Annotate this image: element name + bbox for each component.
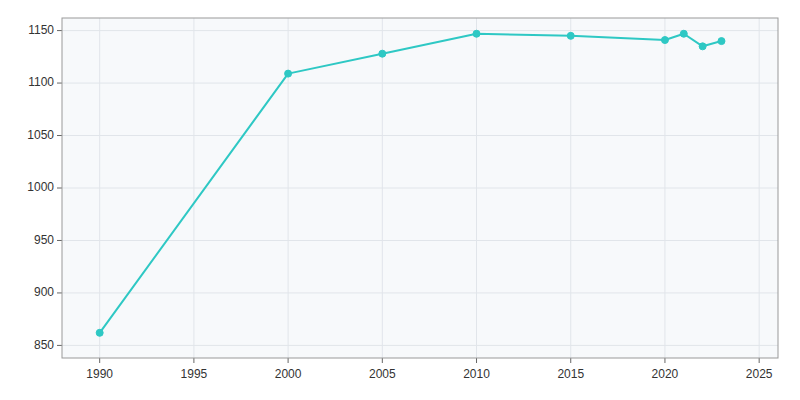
plot-frame: [62, 18, 778, 358]
y-tick-label: 950: [34, 233, 54, 247]
y-tick: [57, 30, 62, 31]
x-tick: [288, 358, 289, 363]
point: [473, 30, 480, 37]
x-tick: [476, 358, 477, 363]
y-tick-label: 1150: [28, 23, 54, 37]
grid: [62, 18, 778, 358]
y-grid-line: [62, 30, 778, 31]
y-tick-label: 1100: [28, 75, 54, 89]
x-tick-label: 2020: [652, 367, 679, 381]
data-group: [96, 30, 725, 336]
x-tick-label: 2000: [275, 367, 302, 381]
x-grid-line: [570, 18, 571, 358]
y-tick-label: 900: [34, 285, 54, 299]
y-tick: [57, 292, 62, 293]
chart-container: 850 900 950 1000 1050 1100 1150 1990 1995 2000 200…: [0, 0, 800, 400]
point: [699, 43, 706, 50]
x-grid-line: [99, 18, 100, 358]
y-tick-label: 1000: [27, 180, 54, 194]
y-tick-label: 1050: [27, 128, 54, 142]
point: [96, 329, 103, 336]
page: {"chart_data": {"type": "line", "x": [19…: [0, 0, 800, 400]
x-tick-label: 2015: [557, 367, 584, 381]
x-tick: [664, 358, 665, 363]
chart-svg: 850 900 950 1000 1050 1100 1150 1990 1995 2000 200…: [0, 0, 800, 400]
x-tick-label: 2025: [746, 367, 773, 381]
y-tick: [57, 188, 62, 189]
x-grid-line: [664, 18, 665, 358]
y-grid-line: [62, 292, 778, 293]
y-grid-line: [62, 135, 778, 136]
x-tick: [570, 358, 571, 363]
x-grid-line: [382, 18, 383, 358]
y-tick: [57, 135, 62, 136]
point: [718, 38, 725, 45]
y-grid-line: [62, 240, 778, 241]
y-grid-line: [62, 345, 778, 346]
point: [661, 37, 668, 44]
x-grid-line: [288, 18, 289, 358]
point: [680, 30, 687, 37]
y-grid-line: [62, 83, 778, 84]
line: [100, 34, 722, 333]
y-tick-label: 850: [34, 338, 54, 352]
x-tick: [193, 358, 194, 363]
x-tick-label: 1990: [86, 367, 113, 381]
y-tick: [57, 240, 62, 241]
x-tick-label: 2010: [463, 367, 490, 381]
point: [567, 32, 574, 39]
axes: 850 900 950 1000 1050 1100 1150 1990 1995 2000 200…: [27, 18, 778, 381]
x-tick: [759, 358, 760, 363]
plot-background: [62, 18, 778, 358]
y-grid-line: [62, 188, 778, 189]
x-grid-line: [193, 18, 194, 358]
x-tick: [99, 358, 100, 363]
y-tick: [57, 83, 62, 84]
x-grid-line: [476, 18, 477, 358]
x-tick: [382, 358, 383, 363]
x-tick-label: 1995: [181, 367, 208, 381]
point: [379, 50, 386, 57]
y-tick: [57, 345, 62, 346]
x-grid-line: [759, 18, 760, 358]
point: [285, 70, 292, 77]
x-tick-label: 2005: [369, 367, 396, 381]
